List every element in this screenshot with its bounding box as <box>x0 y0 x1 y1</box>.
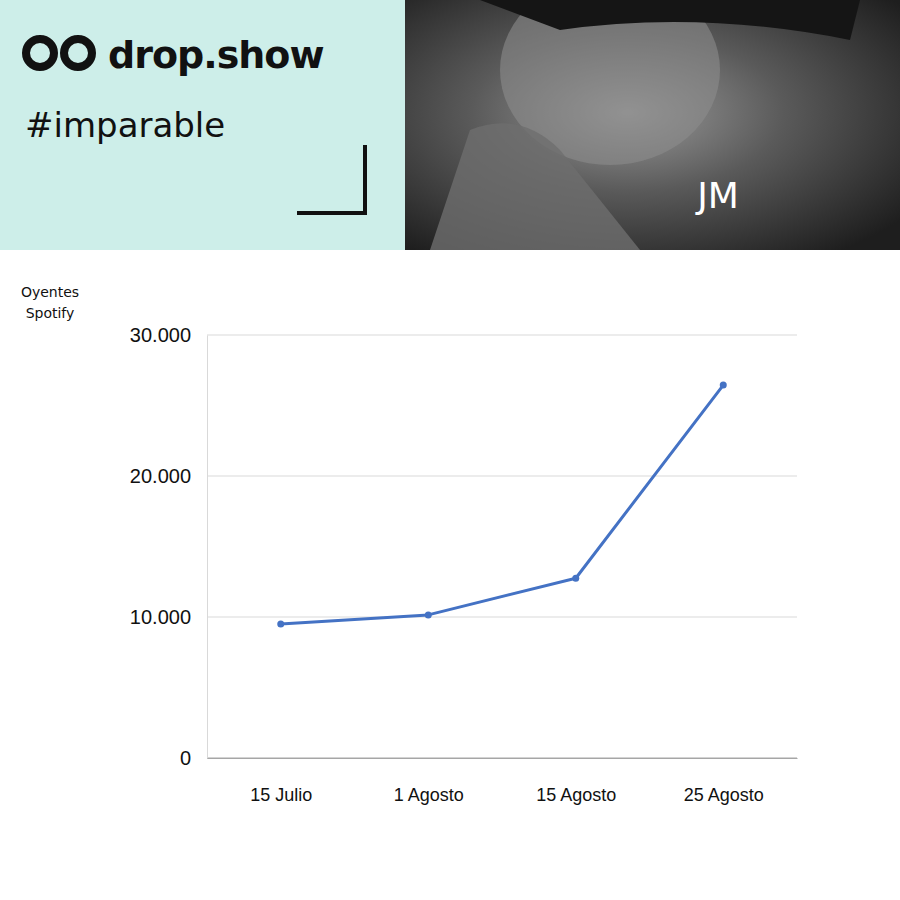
y-tick-label: 0 <box>180 747 191 769</box>
x-tick-label: 15 Julio <box>250 785 312 805</box>
logo-icon <box>26 39 92 67</box>
photo-collar <box>430 123 640 250</box>
grid-line <box>207 758 797 759</box>
x-tick: 1 Agosto <box>394 758 464 805</box>
y-axis-line <box>207 336 208 759</box>
y-axis-title: Oyentes Spotify <box>21 284 79 321</box>
hashtag: #imparable <box>25 105 225 145</box>
x-axis: 15 Julio 1 Agosto 15 Agosto 25 Agosto <box>208 758 798 805</box>
x-tick: 15 Agosto <box>536 758 616 805</box>
data-point <box>572 575 579 582</box>
y-tick-label: 30.000 <box>130 324 191 346</box>
y-tick: 0 <box>180 747 207 769</box>
y-axis-title-line: Spotify <box>26 305 75 321</box>
logo-ring <box>26 39 54 67</box>
y-tick: 30.000 <box>130 324 207 346</box>
y-tick-label: 10.000 <box>130 606 191 628</box>
data-point <box>720 382 727 389</box>
y-tick: 10.000 <box>130 606 207 628</box>
logo-ring <box>64 39 92 67</box>
grid-line <box>207 617 797 618</box>
grid-line <box>207 335 797 336</box>
y-tick-label: 20.000 <box>130 465 191 487</box>
x-tick-label: 25 Agosto <box>684 785 764 805</box>
x-tick: 15 Julio <box>250 758 312 805</box>
data-point <box>277 621 284 628</box>
photo-name: JM <box>695 175 739 216</box>
y-axis: 0 10.000 20.000 30.000 <box>130 324 208 769</box>
grid-line <box>207 476 797 477</box>
grid <box>207 335 797 758</box>
header-panel <box>0 0 405 250</box>
photo-cap <box>480 0 860 40</box>
plot-area <box>277 382 727 628</box>
x-tick-label: 1 Agosto <box>394 785 464 805</box>
data-point <box>425 611 432 618</box>
x-axis-line <box>208 758 798 759</box>
y-axis-title-line: Oyentes <box>21 284 79 300</box>
corner-bracket <box>297 145 365 213</box>
x-tick-label: 15 Agosto <box>536 785 616 805</box>
x-tick: 25 Agosto <box>684 758 764 805</box>
data-line <box>281 385 724 624</box>
page: drop.show #imparable JM 0 10.000 20.000 30.000… <box>0 0 900 900</box>
logo-text: drop.show <box>108 33 324 77</box>
y-tick: 20.000 <box>130 465 207 487</box>
